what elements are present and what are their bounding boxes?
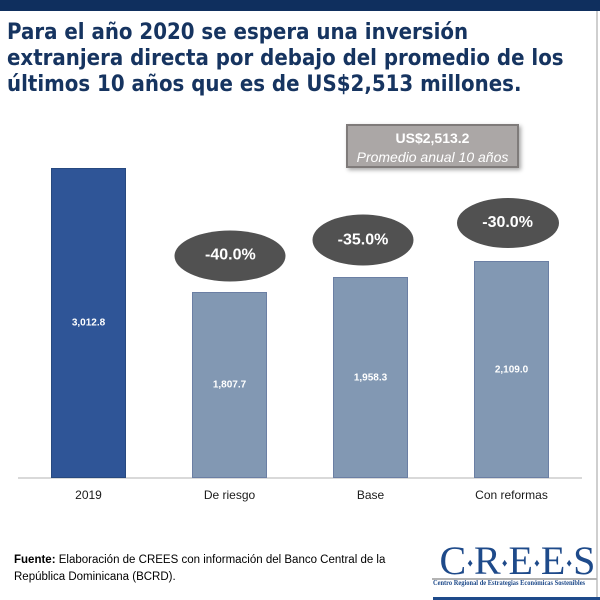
- source-note: Fuente: Elaboración de CREES con informa…: [14, 552, 404, 585]
- bar-value-label: 2,109.0: [494, 364, 529, 375]
- logo-letter: R: [474, 537, 502, 583]
- crees-logo-divider: [432, 578, 597, 580]
- bar-2019: [51, 168, 126, 478]
- title-line-2: extranjera directa por debajo del promed…: [7, 46, 564, 71]
- x-axis-line: [18, 477, 582, 479]
- logo-letter: E: [508, 537, 535, 583]
- source-text: Elaboración de CREES con información del…: [14, 554, 386, 583]
- x-axis-label: Con reformas: [475, 488, 548, 502]
- bar-value-label: 3,012.8: [71, 317, 106, 329]
- logo-separator-diamond: ♦: [566, 557, 574, 569]
- logo-separator-diamond: ♦: [467, 557, 475, 569]
- percent-change-badge: -35.0%: [312, 214, 414, 266]
- x-axis-label: 2019: [75, 488, 102, 502]
- average-callout: US$2,513.2 Promedio anual 10 años: [346, 124, 519, 168]
- bar-value-label: 1,807.7: [212, 379, 247, 391]
- source-label: Fuente:: [14, 554, 56, 566]
- crees-logo-underline: [433, 597, 600, 600]
- crees-logo-caption: Centro Regional de Estrategias Económica…: [432, 578, 586, 587]
- page-title: Para el año 2020 se espera una inversión…: [7, 20, 564, 98]
- title-line-3: últimos 10 años que es de US$2,513 millo…: [7, 72, 522, 97]
- x-axis-label: Base: [356, 488, 385, 502]
- x-axis-label: De riesgo: [203, 488, 256, 502]
- crees-logo: C♦R♦E♦E♦S Centro Regional de Estrategias…: [430, 540, 600, 600]
- logo-separator-diamond: ♦: [534, 557, 541, 569]
- title-line-1: Para el año 2020 se espera una inversión: [7, 20, 469, 45]
- top-accent-bar: [0, 0, 600, 11]
- percent-change-badge: -40.0%: [174, 230, 286, 281]
- bar-base: [333, 277, 408, 478]
- right-edge-line: [596, 11, 598, 600]
- average-value: US$2,513.2: [395, 130, 470, 146]
- bar-value-label: 1,958.3: [353, 372, 388, 383]
- logo-separator-diamond: ♦: [501, 557, 509, 569]
- logo-letter: C: [439, 537, 468, 583]
- bar-de-riesgo: [192, 292, 267, 478]
- crees-logo-wordmark: C♦R♦E♦E♦S: [433, 540, 600, 582]
- logo-letter: S: [573, 537, 597, 583]
- average-caption: Promedio anual 10 años: [356, 148, 509, 165]
- percent-change-badge: -30.0%: [456, 198, 559, 248]
- logo-letter: E: [540, 537, 567, 583]
- bar-con-reformas: [474, 261, 549, 478]
